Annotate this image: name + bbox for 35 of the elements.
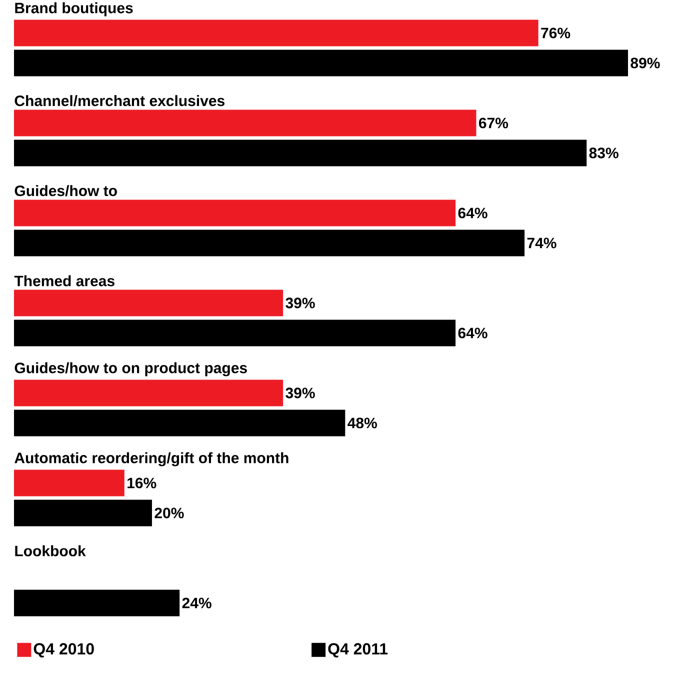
bar [14, 470, 124, 496]
data-label: 76% [541, 28, 570, 38]
data-label: 89% [630, 58, 660, 68]
y-tick-label: Themed areas [14, 275, 114, 286]
bar [14, 380, 284, 406]
y-tick-label: Channel/merchant exclusives [14, 95, 224, 106]
bar [14, 290, 284, 316]
y-tick-label: Brand boutiques [15, 2, 133, 16]
y-tick-label: Automatic reordering/gift of the month [14, 452, 288, 466]
bar [14, 50, 628, 76]
data-label: 48% [348, 418, 377, 428]
legend-label: Q4 2010 [34, 643, 94, 658]
data-label: 64% [458, 328, 488, 338]
bar [14, 20, 538, 46]
data-label: 16% [128, 478, 156, 488]
bar [14, 230, 525, 256]
y-tick-label: Guides/how to [14, 185, 117, 196]
bar [14, 590, 180, 616]
data-label: 24% [182, 598, 212, 608]
data-label: 39% [286, 298, 315, 308]
y-tick-label: Guides/how to on product pages [14, 362, 247, 376]
data-label: 67% [478, 118, 508, 128]
data-label: 83% [589, 148, 618, 158]
legend-label: Q4 2011 [328, 643, 388, 658]
bar [14, 410, 346, 436]
y-tick-label: Lookbook [15, 545, 86, 556]
bar [14, 110, 476, 136]
bar [14, 320, 456, 346]
bar [14, 200, 456, 226]
data-label: 74% [527, 238, 556, 248]
data-label: 20% [154, 508, 184, 518]
bar [14, 500, 152, 526]
data-label: 64% [458, 208, 488, 218]
data-label: 39% [286, 388, 315, 398]
bar [14, 140, 587, 166]
